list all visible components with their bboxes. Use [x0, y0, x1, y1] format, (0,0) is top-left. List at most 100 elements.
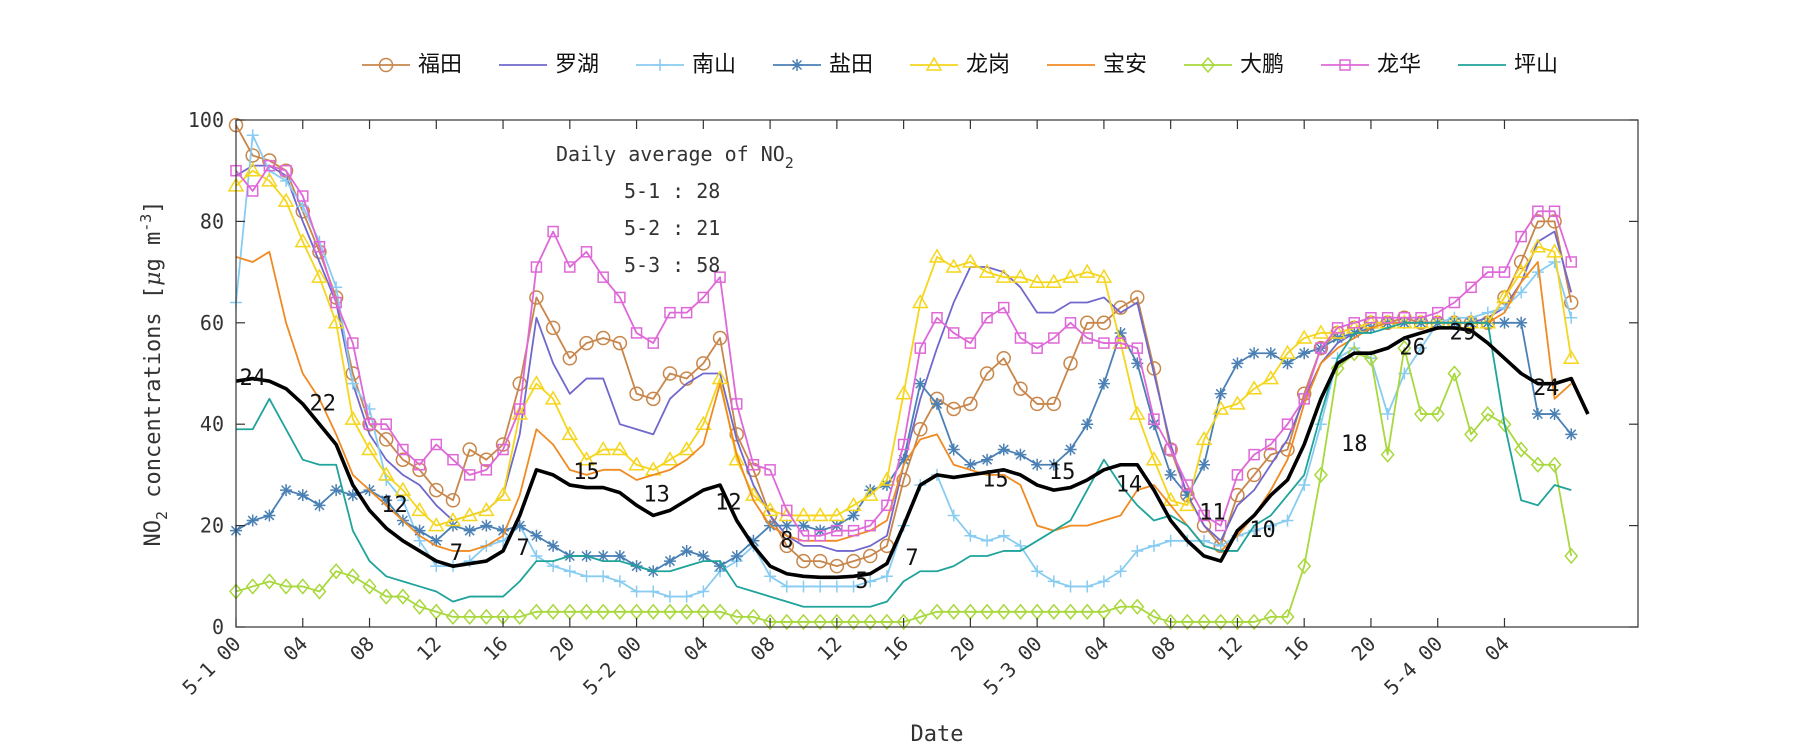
series-1-point [696, 356, 711, 371]
series-8-point [397, 443, 409, 456]
series-1-point [1013, 381, 1028, 396]
series-7-point [512, 608, 527, 626]
legend-label: 龙华 [1377, 53, 1421, 78]
series-4-point [964, 458, 977, 471]
series-4-point [780, 519, 793, 532]
series-7-point [1130, 598, 1145, 615]
series-7-point [1547, 456, 1562, 473]
daily-mean-label: 15 [573, 460, 600, 485]
series-7-point [312, 583, 327, 600]
legend-label: 坪山 [1514, 53, 1558, 78]
series-5-point [945, 258, 962, 273]
series-8-point [1198, 509, 1210, 522]
y-axis-title-sup: -3 [137, 214, 155, 232]
series-7-point [1013, 603, 1028, 620]
y-axis-title: NO2 concentrations [μg m-3] [137, 200, 171, 546]
series-8-point [914, 342, 927, 354]
legend-item-4: 盐田 [773, 53, 873, 78]
series-3-point [1031, 565, 1044, 578]
daily-mean-label: 13 [643, 483, 670, 508]
series-8-point [1331, 322, 1344, 334]
series-1-point [245, 148, 260, 163]
series-1-point [412, 462, 427, 478]
series-5-point [1179, 496, 1196, 512]
series-7-point [1046, 603, 1061, 620]
legend-label: 大鹏 [1240, 53, 1284, 78]
series-4-point [1181, 489, 1194, 502]
series-7-point [763, 613, 778, 631]
series-5-point [1245, 380, 1263, 395]
series-3-point [981, 534, 994, 547]
series-4-point [797, 519, 810, 532]
series-1-line [235, 124, 1573, 568]
series-7-point [729, 608, 744, 626]
series-5-point [294, 233, 312, 248]
series-5-point [895, 385, 912, 400]
daily-mean-label: 7 [516, 536, 529, 561]
x-tick-label: 04 [679, 632, 713, 666]
series-8-point [931, 311, 943, 324]
series-7-point [1330, 360, 1345, 377]
daily-mean-label: 8 [780, 528, 793, 553]
series-8-point [1498, 266, 1511, 278]
series-1-point [1547, 214, 1562, 229]
series-5-point [427, 517, 445, 532]
x-tick-label: 04 [1079, 632, 1113, 666]
series-8-point [981, 311, 993, 324]
daily-mean-label: 12 [381, 493, 408, 518]
series-5-point [1128, 405, 1146, 420]
series-4-point [981, 453, 994, 466]
series-1-point [1079, 315, 1095, 331]
series-1-point [429, 482, 444, 498]
series-1-point [579, 335, 594, 351]
series-7-point [846, 613, 861, 631]
series-8-point [1515, 230, 1527, 243]
series-4-point [1014, 448, 1027, 461]
series-1-point [545, 320, 561, 336]
series-1-point [846, 553, 861, 569]
series-7-point [579, 603, 594, 620]
y-axis-title-unit: g m [141, 232, 166, 272]
series-3-point [964, 529, 977, 542]
series-3-point [1081, 580, 1094, 593]
series-4-point [1531, 408, 1544, 421]
series-7-point [1363, 350, 1378, 367]
series-7-point [1430, 405, 1445, 423]
series-3-point [246, 129, 259, 142]
series-8-point [313, 241, 326, 253]
series-1-point [1196, 518, 1212, 533]
x-tick-label: 16 [879, 632, 913, 666]
series-1-point [779, 538, 795, 554]
series-1-point [479, 452, 494, 467]
series-7-point [1063, 603, 1078, 620]
series-7-point [546, 603, 561, 620]
legend-item-1: 福田 [362, 53, 462, 78]
series-1-point [1246, 467, 1262, 483]
series-7-point [1313, 466, 1328, 484]
series-3-point [530, 550, 543, 563]
series-3-point [697, 585, 710, 598]
series-1-point [495, 437, 511, 452]
series-5-point [1212, 400, 1230, 415]
series-7-point [295, 578, 310, 595]
series-8-point [998, 301, 1010, 314]
series-7-point [1230, 613, 1245, 631]
series-8-point [1131, 342, 1144, 354]
series-3-point [1164, 534, 1177, 547]
series-8-point [664, 306, 676, 319]
y-tick-label: 0 [212, 615, 224, 639]
x-tick-label: 16 [479, 632, 513, 666]
series-8-point [564, 261, 576, 273]
series-8-point [964, 337, 977, 349]
series-7-point [1146, 608, 1161, 626]
series-3-point [1264, 519, 1277, 532]
series-3-point [797, 580, 810, 593]
series-3-point [1298, 479, 1311, 492]
series-5-point [912, 294, 929, 309]
series-8-point [1315, 342, 1327, 354]
series-1-point [1313, 340, 1329, 356]
series-5-point [1145, 451, 1163, 466]
legend-item-3: 南山 [636, 53, 736, 78]
series-7-point [746, 608, 761, 626]
series-8-point [1281, 418, 1294, 430]
